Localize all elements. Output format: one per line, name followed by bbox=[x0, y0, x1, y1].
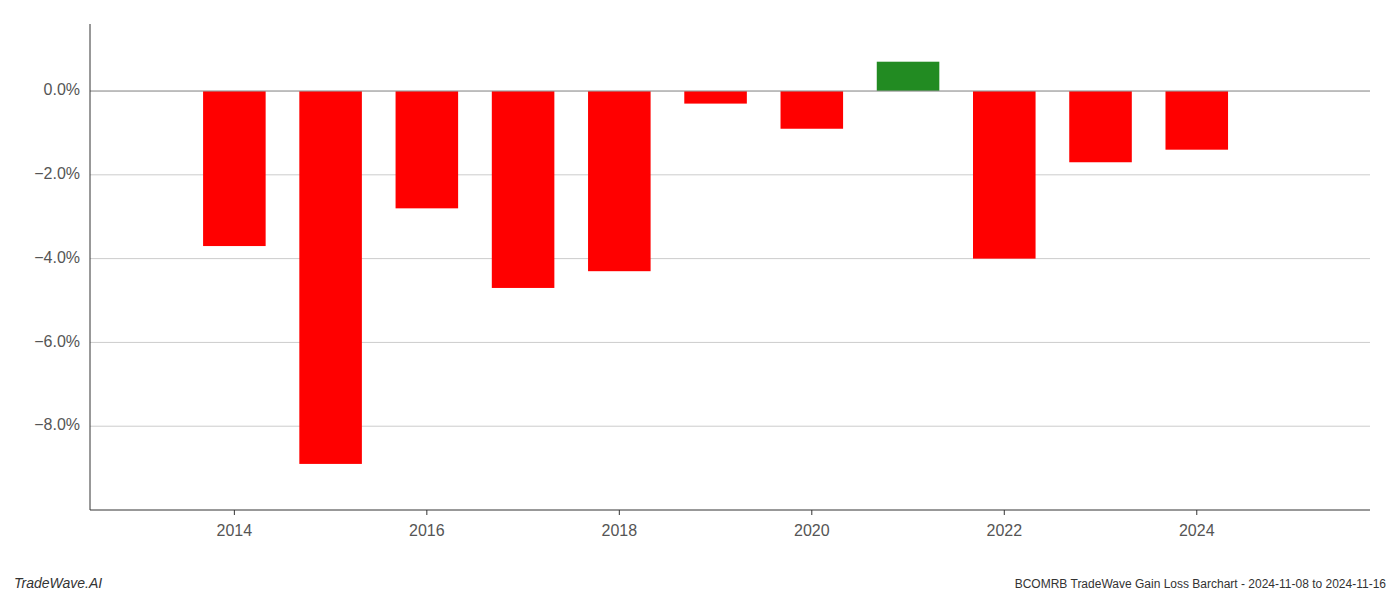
footer-right: BCOMRB TradeWave Gain Loss Barchart - 20… bbox=[1015, 577, 1387, 591]
bar bbox=[299, 91, 362, 464]
x-tick bbox=[426, 510, 427, 515]
zero-line bbox=[90, 91, 1370, 92]
y-grid bbox=[90, 91, 1370, 426]
bars bbox=[203, 62, 1228, 464]
footer: TradeWave.AI BCOMRB TradeWave Gain Loss B… bbox=[14, 575, 1386, 591]
bar bbox=[588, 91, 651, 271]
x-tick-label: 2014 bbox=[217, 522, 253, 539]
x-tick-label: 2020 bbox=[794, 522, 830, 539]
x-axis-line bbox=[90, 510, 1370, 511]
x-tick-label: 2024 bbox=[1179, 522, 1215, 539]
x-tick bbox=[811, 510, 812, 515]
x-tick bbox=[1004, 510, 1005, 515]
x-tick bbox=[619, 510, 620, 515]
bar bbox=[1069, 91, 1132, 162]
x-tick bbox=[234, 510, 235, 515]
chart-container: 0.0% −2.0% −4.0% −6.0% −8.0% 2014 2016 2018 2020… bbox=[0, 0, 1400, 600]
x-tick-label: 2018 bbox=[602, 522, 638, 539]
bar bbox=[396, 91, 459, 208]
chart: 0.0% −2.0% −4.0% −6.0% −8.0% 2014 2016 2018 2020… bbox=[0, 0, 1400, 600]
y-tick-labels: 0.0% −2.0% −4.0% −6.0% −8.0% bbox=[34, 81, 80, 433]
y-tick-label: −2.0% bbox=[34, 165, 80, 182]
bar bbox=[492, 91, 555, 288]
grid-line bbox=[90, 174, 1370, 175]
grid-line bbox=[90, 91, 1370, 92]
y-tick-label: −4.0% bbox=[34, 249, 80, 266]
bar bbox=[1165, 91, 1228, 150]
grid-line bbox=[90, 258, 1370, 259]
x-tick-label: 2016 bbox=[409, 522, 445, 539]
y-tick-label: −8.0% bbox=[34, 416, 80, 433]
footer-left: TradeWave.AI bbox=[14, 575, 102, 591]
bar bbox=[781, 91, 844, 129]
y-axis-line bbox=[90, 24, 91, 510]
bar bbox=[203, 91, 266, 246]
bar bbox=[684, 91, 747, 104]
bar bbox=[877, 62, 940, 91]
grid-line bbox=[90, 426, 1370, 427]
y-tick-label: 0.0% bbox=[44, 81, 80, 98]
x-tick-label: 2022 bbox=[986, 522, 1022, 539]
y-tick-label: −6.0% bbox=[34, 333, 80, 350]
x-tick-labels: 2014 2016 2018 2020 2022 2024 bbox=[217, 510, 1215, 539]
bar bbox=[973, 91, 1036, 259]
x-tick bbox=[1196, 510, 1197, 515]
grid-line bbox=[90, 342, 1370, 343]
